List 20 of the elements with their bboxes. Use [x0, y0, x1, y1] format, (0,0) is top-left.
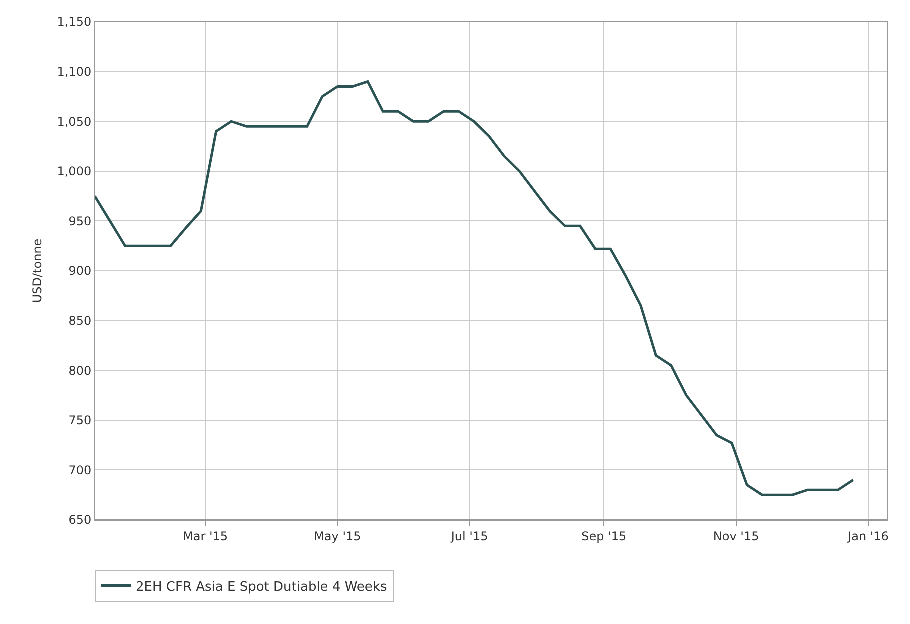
x-tick-label: May '15 — [314, 529, 362, 544]
y-tick-label: 850 — [68, 314, 92, 328]
y-tick-label: 900 — [68, 264, 92, 278]
y-tick-label: 1,050 — [57, 114, 92, 129]
legend-label: 2EH CFR Asia E Spot Dutiable 4 Weeks — [136, 580, 388, 595]
y-axis-title: USD/tonne — [30, 238, 45, 304]
y-tick-label: 950 — [68, 214, 92, 228]
y-tick-label: 700 — [68, 463, 92, 478]
y-tick-label: 650 — [68, 513, 92, 528]
y-tick-label: 750 — [68, 414, 92, 428]
x-tick-label: Nov '15 — [713, 529, 760, 544]
y-tick-label: 1,150 — [57, 15, 92, 30]
x-tick-label: Mar '15 — [182, 529, 228, 544]
y-tick-label: 1,100 — [57, 65, 92, 79]
y-tick-label: 800 — [68, 364, 92, 378]
x-tick-label: Jul '15 — [450, 529, 488, 544]
line-series — [95, 80, 855, 496]
y-tick-label: 1,000 — [57, 164, 92, 179]
x-tick-label: Jan '16 — [847, 529, 889, 544]
x-tick-label: Sep '15 — [582, 529, 627, 544]
